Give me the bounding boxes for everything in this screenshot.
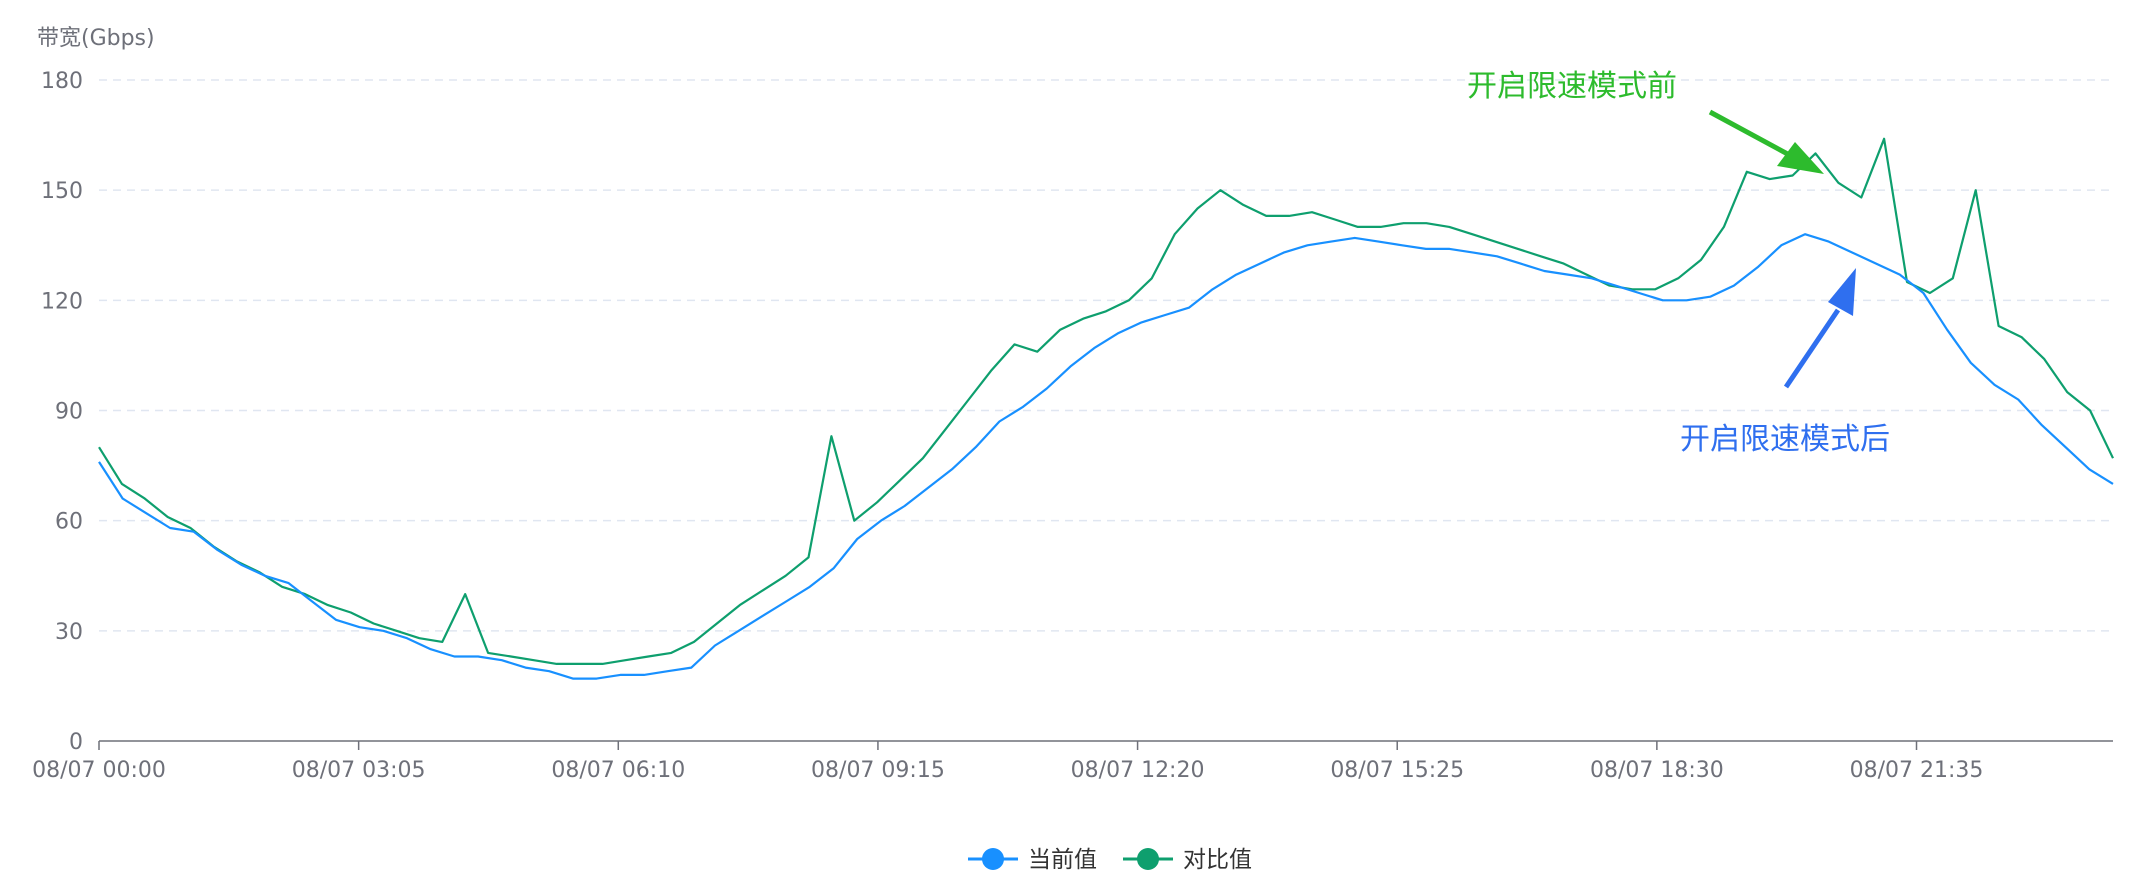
y-tick-label: 60 [55,510,83,535]
legend-item-compare[interactable]: 对比值 [1123,847,1252,873]
x-tick-label: 08/07 03:05 [292,758,426,783]
series-line-compare [98,137,2114,666]
x-tick-label: 08/07 09:15 [811,758,945,783]
x-tick-label: 08/07 12:20 [1071,758,1205,783]
y-tick-label: 0 [69,730,83,755]
legend-dot-icon [1137,848,1159,870]
y-tick-label: 180 [41,69,83,94]
annotation-before: 开启限速模式前 [1467,69,1677,104]
legend-dot-icon [982,848,1004,870]
legend[interactable]: 当前值 对比值 [968,847,1252,873]
legend-label: 当前值 [1028,847,1097,873]
y-tick-label: 120 [41,289,83,314]
legend-item-current[interactable]: 当前值 [968,847,1097,873]
annotation-after: 开启限速模式后 [1680,422,1890,457]
x-tick-label: 08/07 06:10 [551,758,685,783]
annotation-arrow-after [1783,308,1841,389]
annotation-arrowhead-before [1777,142,1824,174]
series-line-current [98,233,2114,680]
y-tick-label: 30 [55,620,83,645]
x-tick-label: 08/07 18:30 [1590,758,1724,783]
annotation-arrow-before [1708,109,1797,161]
x-tick-label: 08/07 15:25 [1330,758,1464,783]
annotation-arrowhead-after [1828,268,1856,316]
x-tick-label: 08/07 21:35 [1850,758,1984,783]
y-tick-label: 90 [55,400,83,425]
series-layer [98,137,2114,680]
y-tick-label: 150 [41,179,83,204]
axes: 0 30 60 90 120 150 180 08/07 00:00 08/07 03:05 08… [32,69,2113,783]
x-tick-label: 08/07 00:00 [32,758,166,783]
y-axis-label: 带宽(Gbps) [37,26,155,51]
legend-label: 对比值 [1183,847,1252,873]
